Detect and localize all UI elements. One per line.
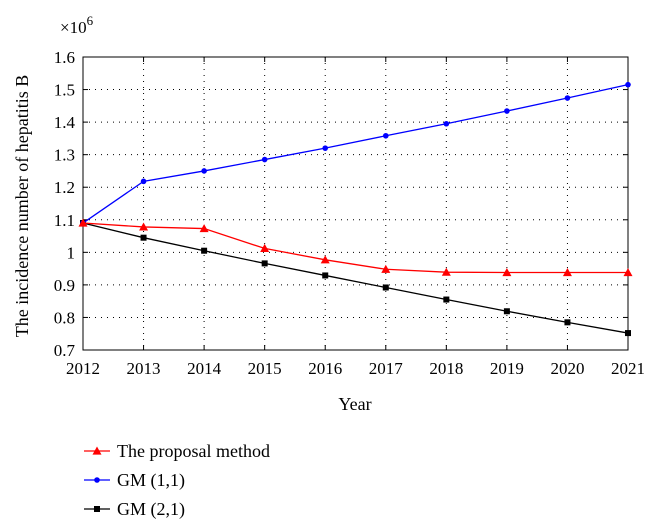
- y-tick-label: 1: [67, 243, 76, 262]
- data-point: [201, 247, 208, 254]
- y-tick-label: 0.7: [54, 341, 76, 360]
- series-0: [78, 218, 633, 277]
- x-tick-label: 2018: [429, 359, 463, 378]
- data-point: [443, 296, 450, 303]
- x-tick-label: 2012: [66, 359, 100, 378]
- data-point: [78, 218, 88, 227]
- data-point: [502, 268, 512, 277]
- data-point: [441, 267, 451, 276]
- y-multiplier-exponent: 6: [87, 13, 94, 28]
- data-point: [260, 243, 270, 253]
- data-point: [625, 330, 631, 337]
- legend-swatch-marker: [94, 477, 100, 483]
- series-2: [80, 220, 631, 337]
- data-point: [199, 224, 209, 233]
- series-line: [82, 222, 628, 274]
- data-point: [261, 156, 268, 163]
- legend: The proposal method GM (1,1) GM (2,1): [84, 441, 270, 520]
- y-tick-label: 1.5: [54, 81, 75, 100]
- data-point: [320, 255, 330, 264]
- data-point: [504, 108, 510, 114]
- x-tick-label: 2017: [369, 359, 404, 378]
- legend-label: The proposal method: [117, 441, 270, 461]
- data-point: [140, 234, 147, 241]
- data-point: [625, 81, 631, 88]
- series-line: [82, 222, 629, 334]
- data-point: [443, 120, 450, 127]
- series-layer: [78, 81, 633, 337]
- data-point: [382, 132, 389, 139]
- data-point: [322, 272, 329, 279]
- data-point: [562, 268, 572, 277]
- y-tick-label: 1.4: [54, 113, 76, 132]
- legend-item: The proposal method: [84, 441, 270, 461]
- y-tick-label: 0.8: [54, 308, 75, 327]
- axes: 2012 2013 2014 2015 2016 2017 2018 2019 2020 2021…: [54, 48, 645, 378]
- data-point: [564, 319, 571, 326]
- data-point: [382, 284, 389, 291]
- x-tick-label: 2014: [187, 359, 222, 378]
- y-tick-label: 1.3: [54, 146, 75, 165]
- data-point: [261, 260, 268, 267]
- x-axis-label: Year: [338, 394, 371, 414]
- grid: [83, 57, 628, 350]
- data-point: [322, 145, 329, 151]
- y-axis-label: The incidence number of hepatitis B: [12, 75, 32, 337]
- legend-swatch-marker: [92, 446, 102, 455]
- data-point: [564, 95, 571, 101]
- data-point: [503, 308, 510, 315]
- series-1: [80, 81, 631, 226]
- y-tick-label: 1.6: [54, 48, 75, 67]
- x-tick-label: 2015: [248, 359, 282, 378]
- series-line: [82, 84, 629, 224]
- x-tick-label: 2020: [550, 359, 584, 378]
- data-point: [140, 178, 147, 185]
- legend-label: GM (1,1): [117, 470, 185, 491]
- data-point: [201, 168, 207, 174]
- legend-label: GM (2,1): [117, 499, 185, 520]
- legend-item: GM (2,1): [84, 499, 185, 520]
- y-tick-label: 0.9: [54, 276, 75, 295]
- plot-frame: [82, 56, 629, 351]
- y-tick-label: 1.2: [54, 178, 75, 197]
- data-point: [623, 268, 633, 277]
- data-point: [381, 264, 391, 273]
- legend-item: GM (1,1): [84, 470, 185, 491]
- data-point: [139, 222, 149, 231]
- y-axis-multiplier: ×106: [60, 13, 94, 37]
- x-tick-label: 2019: [490, 359, 524, 378]
- x-tick-label: 2013: [127, 359, 161, 378]
- legend-swatch-marker: [94, 506, 100, 512]
- x-tick-label: 2021: [611, 359, 645, 378]
- x-tick-label: 2016: [308, 359, 342, 378]
- y-tick-label: 1.1: [54, 211, 75, 230]
- y-multiplier-prefix: ×10: [60, 18, 87, 37]
